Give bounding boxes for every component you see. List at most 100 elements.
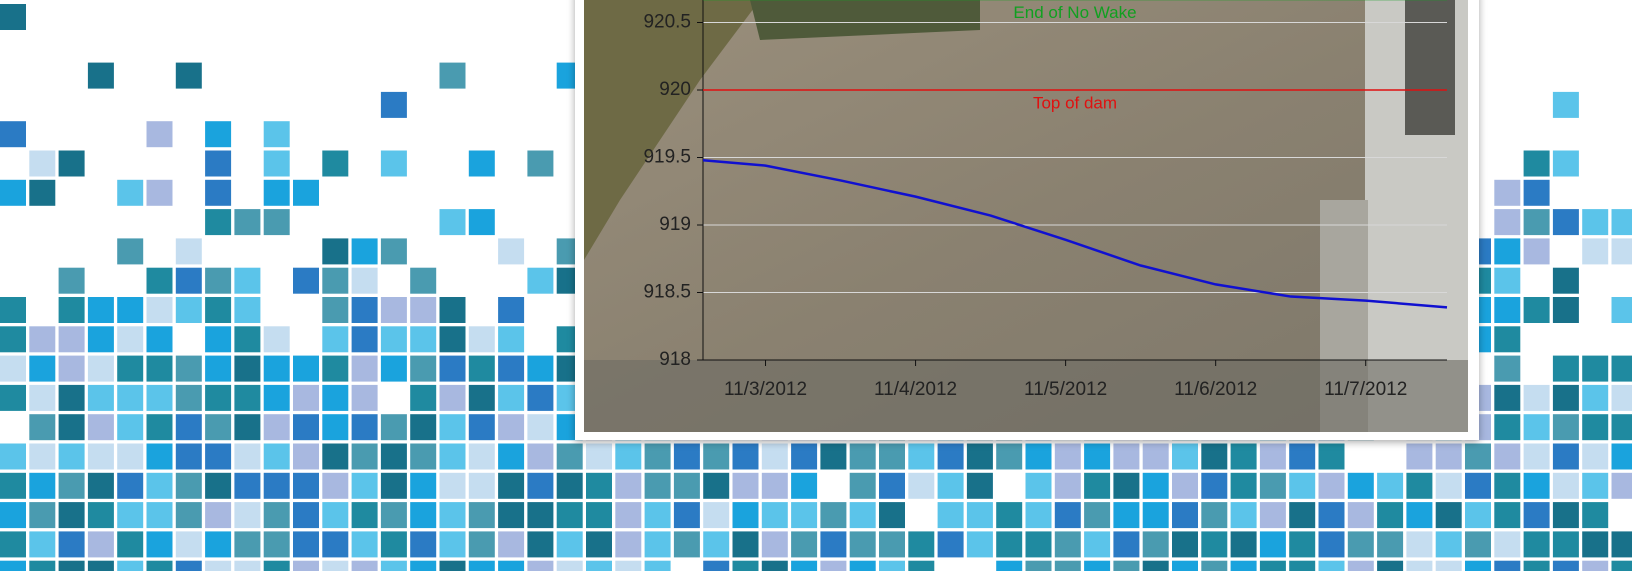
tile — [1582, 209, 1608, 235]
tile — [820, 561, 846, 571]
tile — [1201, 502, 1227, 528]
tile — [234, 268, 260, 294]
photo — [584, 0, 1468, 432]
tile — [117, 473, 143, 499]
tile — [0, 444, 26, 470]
tile — [88, 531, 114, 557]
tile — [410, 326, 436, 352]
tile — [1524, 502, 1550, 528]
tile — [527, 268, 553, 294]
tile — [1289, 444, 1315, 470]
y-tick-label: 919 — [659, 214, 691, 235]
tile — [469, 151, 495, 177]
tile — [29, 356, 55, 382]
tile — [1026, 473, 1052, 499]
tile — [410, 414, 436, 440]
tile — [498, 238, 524, 264]
tile — [1582, 561, 1608, 571]
tile — [674, 473, 700, 499]
tile — [1231, 502, 1257, 528]
tile — [205, 561, 231, 571]
reference-label: Top of dam — [1033, 93, 1117, 112]
tile — [1494, 297, 1520, 323]
tile — [1494, 180, 1520, 206]
tile — [1582, 531, 1608, 557]
tile — [205, 502, 231, 528]
x-tick-label: 11/7/2012 — [1324, 379, 1407, 400]
tile — [352, 502, 378, 528]
tile — [147, 561, 173, 571]
tile — [938, 444, 964, 470]
tile — [1524, 561, 1550, 571]
tile — [1172, 473, 1198, 499]
tile — [1201, 531, 1227, 557]
tile — [0, 4, 26, 30]
tile — [1260, 444, 1286, 470]
tile — [205, 414, 231, 440]
tile — [29, 180, 55, 206]
tile — [791, 444, 817, 470]
tile — [440, 209, 466, 235]
tile — [234, 297, 260, 323]
tile — [147, 444, 173, 470]
tile — [1553, 209, 1579, 235]
tile — [59, 444, 85, 470]
tile — [762, 473, 788, 499]
tile — [59, 268, 85, 294]
tile — [117, 180, 143, 206]
tile — [967, 502, 993, 528]
tile — [879, 502, 905, 528]
tile — [322, 238, 348, 264]
tile — [762, 561, 788, 571]
tile — [1172, 561, 1198, 571]
tile — [1465, 473, 1491, 499]
tile — [645, 444, 671, 470]
tile — [352, 531, 378, 557]
tile — [498, 561, 524, 571]
tile — [1113, 502, 1139, 528]
tile — [586, 473, 612, 499]
tile — [498, 356, 524, 382]
tile — [264, 561, 290, 571]
tile — [440, 414, 466, 440]
tile — [176, 444, 202, 470]
tile — [0, 121, 26, 147]
tile — [0, 473, 26, 499]
tile — [117, 297, 143, 323]
tile — [1494, 356, 1520, 382]
tile — [1026, 531, 1052, 557]
tile — [88, 473, 114, 499]
tile — [293, 385, 319, 411]
tile — [1319, 502, 1345, 528]
tile — [440, 385, 466, 411]
tile — [1201, 444, 1227, 470]
tile — [293, 502, 319, 528]
tile — [293, 414, 319, 440]
tile — [557, 444, 583, 470]
tile — [410, 444, 436, 470]
tile — [469, 561, 495, 571]
tile — [410, 385, 436, 411]
tile — [234, 473, 260, 499]
tile — [1377, 531, 1403, 557]
tile — [586, 531, 612, 557]
tile — [527, 502, 553, 528]
tile — [264, 531, 290, 557]
tile — [1406, 502, 1432, 528]
tile — [1026, 561, 1052, 571]
tile — [440, 326, 466, 352]
tile — [1494, 414, 1520, 440]
tile — [1436, 531, 1462, 557]
tile — [264, 414, 290, 440]
tile — [557, 561, 583, 571]
tile — [264, 151, 290, 177]
tile — [498, 414, 524, 440]
tile — [410, 268, 436, 294]
tile — [59, 414, 85, 440]
tile — [205, 444, 231, 470]
tile — [352, 268, 378, 294]
tile — [1348, 531, 1374, 557]
tile — [1465, 561, 1491, 571]
